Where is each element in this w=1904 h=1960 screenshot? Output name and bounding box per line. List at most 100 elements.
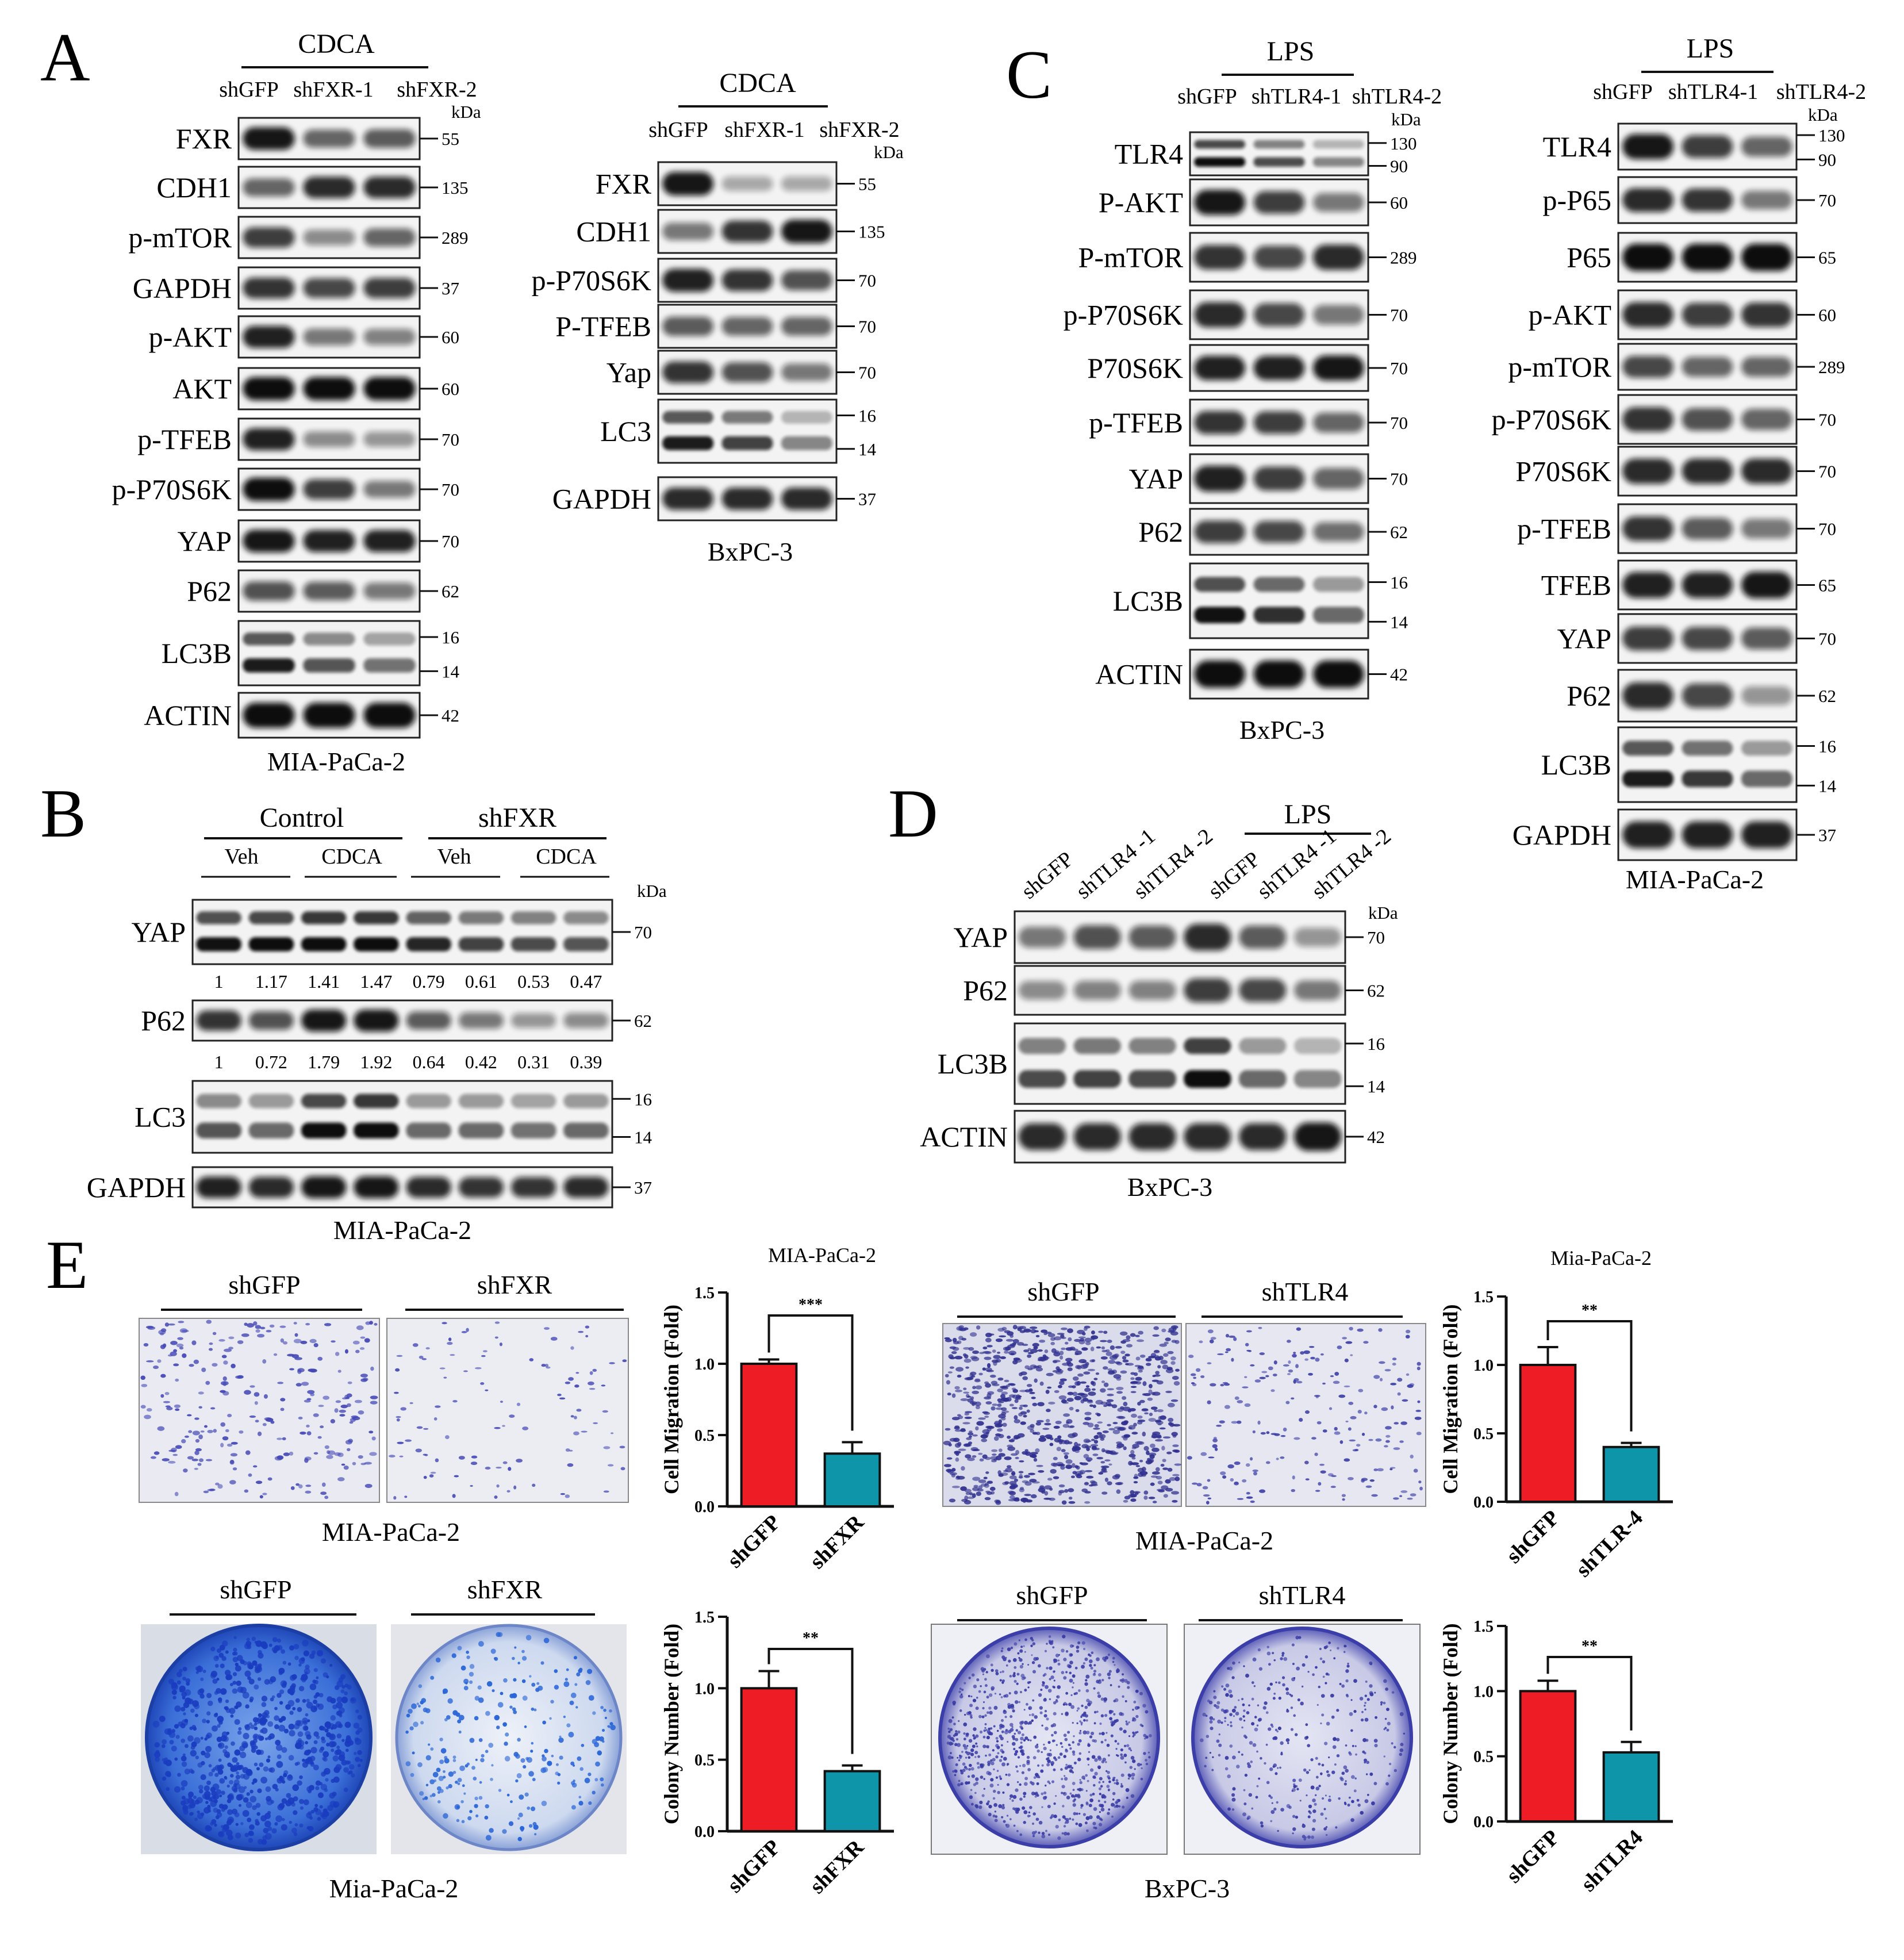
cell-dot	[1214, 1447, 1218, 1451]
colony-dot	[1115, 1754, 1118, 1756]
colony-dot	[1268, 1794, 1271, 1797]
blot-strip	[1617, 726, 1798, 803]
cell-dot	[1161, 1485, 1169, 1490]
blot-band	[1253, 411, 1305, 434]
colony-dot	[1073, 1796, 1076, 1798]
blot-band	[1682, 571, 1733, 599]
blot-band	[301, 1122, 347, 1138]
cell-dot	[277, 1437, 283, 1440]
colony-dot	[210, 1673, 217, 1679]
colony-dot	[1069, 1769, 1073, 1773]
colony-dot	[518, 1812, 523, 1817]
colony-dot	[990, 1759, 993, 1762]
protein-label: p-P70S6K	[112, 473, 232, 505]
blot-band	[1239, 925, 1287, 949]
cell-dot	[1141, 1467, 1146, 1472]
cell-dot	[144, 1414, 151, 1420]
cell-dot	[1132, 1444, 1139, 1448]
cell-dot	[358, 1455, 363, 1459]
colony-dot	[286, 1793, 291, 1798]
blot-band	[1682, 408, 1733, 431]
colony-dot	[1126, 1744, 1130, 1747]
cell-dot	[954, 1443, 961, 1448]
subgroup-label: Veh	[437, 845, 471, 869]
colony-dot	[988, 1812, 992, 1817]
cell-dot	[997, 1403, 1002, 1407]
colony-dot	[597, 1750, 602, 1756]
colony-dot	[1063, 1733, 1067, 1737]
colony-dot	[452, 1710, 458, 1716]
cell-dot	[1001, 1326, 1007, 1331]
blot-band	[1312, 157, 1364, 167]
colony-dot	[570, 1781, 575, 1785]
colony-dot	[961, 1751, 963, 1753]
colony-dot	[1320, 1694, 1325, 1698]
cell-dot	[1037, 1349, 1043, 1352]
colony-dot	[1314, 1794, 1317, 1797]
cell-dot	[1053, 1476, 1060, 1479]
blot-band	[721, 488, 773, 510]
colony-dot	[1383, 1679, 1387, 1683]
colony-dot	[1088, 1804, 1092, 1808]
cell-dot	[958, 1325, 964, 1329]
colony-dot	[1023, 1810, 1028, 1815]
cell-dot	[273, 1353, 278, 1356]
colony-dot	[469, 1671, 474, 1677]
colony-dot	[244, 1670, 251, 1677]
panel-label-d: D	[888, 775, 938, 851]
cell-dot	[1036, 1464, 1043, 1467]
colony-dot	[1275, 1681, 1277, 1683]
image-label: shGFP	[1027, 1277, 1099, 1306]
colony-dot	[1099, 1777, 1103, 1781]
colony-dot	[1120, 1748, 1123, 1752]
colony-dot	[610, 1724, 616, 1731]
colony-dot	[1343, 1782, 1347, 1786]
colony-dot	[532, 1821, 537, 1827]
colony-dot	[1215, 1705, 1220, 1709]
colony-dot	[258, 1839, 263, 1845]
cell-dot	[968, 1432, 974, 1436]
cell-dot	[1163, 1436, 1171, 1439]
colony-dot	[1246, 1711, 1250, 1714]
colony-dot	[287, 1700, 295, 1707]
cell-dot	[999, 1448, 1003, 1452]
colony-dot	[991, 1669, 994, 1672]
cell-dot	[371, 1436, 376, 1441]
colony-dot	[197, 1665, 201, 1669]
colony-dot	[411, 1703, 417, 1709]
colony-dot	[1339, 1683, 1342, 1686]
cell-dot	[1035, 1448, 1040, 1453]
cell-dot	[1327, 1473, 1334, 1476]
cell-dot	[374, 1323, 378, 1326]
cell-dot	[997, 1377, 1004, 1381]
colony-dot	[218, 1742, 225, 1749]
cell-dot	[1101, 1380, 1105, 1383]
colony-dot	[1243, 1802, 1247, 1805]
cell-dot	[396, 1355, 403, 1357]
cell-dot	[1237, 1400, 1243, 1403]
colony-dot	[224, 1775, 227, 1779]
protein-label: p-AKT	[1529, 299, 1611, 331]
cell-dot	[1086, 1447, 1090, 1451]
colony-dot	[1079, 1720, 1081, 1723]
colony-dot	[208, 1771, 213, 1777]
cell-dot	[1038, 1487, 1046, 1493]
colony-dot	[1118, 1685, 1120, 1688]
colony-dot	[467, 1816, 472, 1821]
cell-dot	[995, 1359, 1001, 1363]
colony-dot	[990, 1778, 994, 1782]
cell-dot	[1095, 1412, 1100, 1416]
cell-dot	[1266, 1431, 1270, 1434]
blot-band	[1194, 660, 1246, 688]
cell-dot	[960, 1398, 969, 1402]
blot-band	[196, 911, 241, 925]
colony-dot	[295, 1720, 301, 1726]
colony-dot	[1334, 1763, 1337, 1766]
colony-dot	[1123, 1729, 1127, 1733]
colony-dot	[333, 1766, 340, 1773]
colony-dot	[300, 1806, 304, 1810]
kda-label: 70	[1818, 462, 1836, 482]
cell-dot	[1037, 1365, 1042, 1368]
cell-dot	[951, 1393, 956, 1398]
